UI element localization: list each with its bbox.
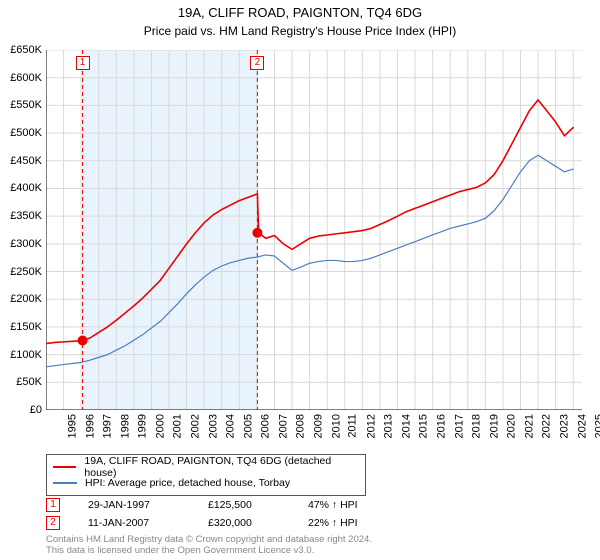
x-axis-ticks: 1995 1996 1997 1998 1999 2000 2001 2002 2003 2004… [46, 410, 582, 452]
x-tick-label: 2003 [207, 414, 219, 438]
sale-row: 1 29-JAN-1997£125,50047% ↑ HPI [46, 496, 582, 514]
y-tick-label: £550K [10, 99, 42, 111]
sale-pct: 22% ↑ HPI [308, 517, 428, 529]
x-tick-label: 1997 [102, 414, 114, 438]
chart-subtitle: Price paid vs. HM Land Registry's House … [0, 22, 600, 40]
legend-box: 19A, CLIFF ROAD, PAIGNTON, TQ4 6DG (deta… [46, 454, 366, 496]
footer-attribution: Contains HM Land Registry data © Crown c… [46, 534, 372, 557]
legend-swatch [53, 466, 76, 468]
y-tick-label: £100K [10, 349, 42, 361]
y-tick-label: £250K [10, 266, 42, 278]
chart-title: 19A, CLIFF ROAD, PAIGNTON, TQ4 6DG [0, 0, 600, 22]
x-tick-label: 1995 [66, 414, 78, 438]
x-tick-label: 1998 [119, 414, 131, 438]
sale-badge: 1 [46, 498, 60, 512]
x-tick-label: 1996 [84, 414, 96, 438]
x-tick-label: 2013 [383, 414, 395, 438]
x-tick-label: 2012 [365, 414, 377, 438]
footer-line2: This data is licensed under the Open Gov… [46, 545, 314, 556]
y-tick-label: £600K [10, 72, 42, 84]
x-tick-label: 2020 [506, 414, 518, 438]
chart-marker-badge: 2 [250, 56, 264, 70]
x-tick-label: 2002 [190, 414, 202, 438]
x-tick-label: 2010 [330, 414, 342, 438]
x-tick-label: 2018 [471, 414, 483, 438]
x-tick-label: 2019 [488, 414, 500, 438]
x-tick-label: 1999 [137, 414, 149, 438]
y-tick-label: £50K [16, 376, 42, 388]
sales-table: 1 29-JAN-1997£125,50047% ↑ HPI 2 11-JAN-200… [46, 496, 582, 532]
sale-date: 11-JAN-2007 [88, 517, 208, 529]
sale-row: 2 11-JAN-2007£320,00022% ↑ HPI [46, 514, 582, 532]
y-tick-label: £400K [10, 182, 42, 194]
x-tick-label: 2005 [242, 414, 254, 438]
chart-plot-area: 12 [46, 50, 582, 410]
x-tick-label: 2000 [154, 414, 166, 438]
y-tick-label: £150K [10, 321, 42, 333]
y-tick-label: £0 [30, 404, 42, 416]
legend-swatch [53, 482, 77, 484]
sale-date: 29-JAN-1997 [88, 499, 208, 511]
x-tick-label: 2014 [400, 414, 412, 438]
legend-label: HPI: Average price, detached house, Torb… [85, 477, 290, 489]
x-tick-label: 2015 [418, 414, 430, 438]
sale-badge: 2 [46, 516, 60, 530]
x-tick-label: 2022 [541, 414, 553, 438]
y-tick-label: £200K [10, 293, 42, 305]
y-tick-label: £650K [10, 44, 42, 56]
chart-svg [46, 50, 582, 410]
x-tick-label: 2017 [453, 414, 465, 438]
x-tick-label: 2023 [559, 414, 571, 438]
sale-pct: 47% ↑ HPI [308, 499, 428, 511]
x-tick-label: 2016 [436, 414, 448, 438]
footer-line1: Contains HM Land Registry data © Crown c… [46, 534, 372, 545]
x-tick-label: 2001 [172, 414, 184, 438]
y-tick-label: £500K [10, 127, 42, 139]
x-tick-label: 2024 [576, 414, 588, 438]
legend-label: 19A, CLIFF ROAD, PAIGNTON, TQ4 6DG (deta… [84, 455, 359, 479]
y-tick-label: £350K [10, 210, 42, 222]
x-tick-label: 2009 [313, 414, 325, 438]
x-tick-label: 2006 [260, 414, 272, 438]
x-tick-label: 2007 [277, 414, 289, 438]
sale-price: £125,500 [208, 499, 308, 511]
chart-container: 19A, CLIFF ROAD, PAIGNTON, TQ4 6DG Price… [0, 0, 600, 560]
x-tick-label: 2004 [225, 414, 237, 438]
chart-marker-badge: 1 [76, 56, 90, 70]
sale-price: £320,000 [208, 517, 308, 529]
x-tick-label: 2025 [594, 414, 600, 438]
legend-row: 19A, CLIFF ROAD, PAIGNTON, TQ4 6DG (deta… [53, 459, 359, 475]
y-tick-label: £450K [10, 155, 42, 167]
x-tick-label: 2021 [523, 414, 535, 438]
x-tick-label: 2011 [347, 414, 359, 438]
y-axis-ticks: £0£50K£100K£150K£200K£250K£300K£350K£400… [0, 50, 44, 410]
y-tick-label: £300K [10, 238, 42, 250]
x-tick-label: 2008 [295, 414, 307, 438]
